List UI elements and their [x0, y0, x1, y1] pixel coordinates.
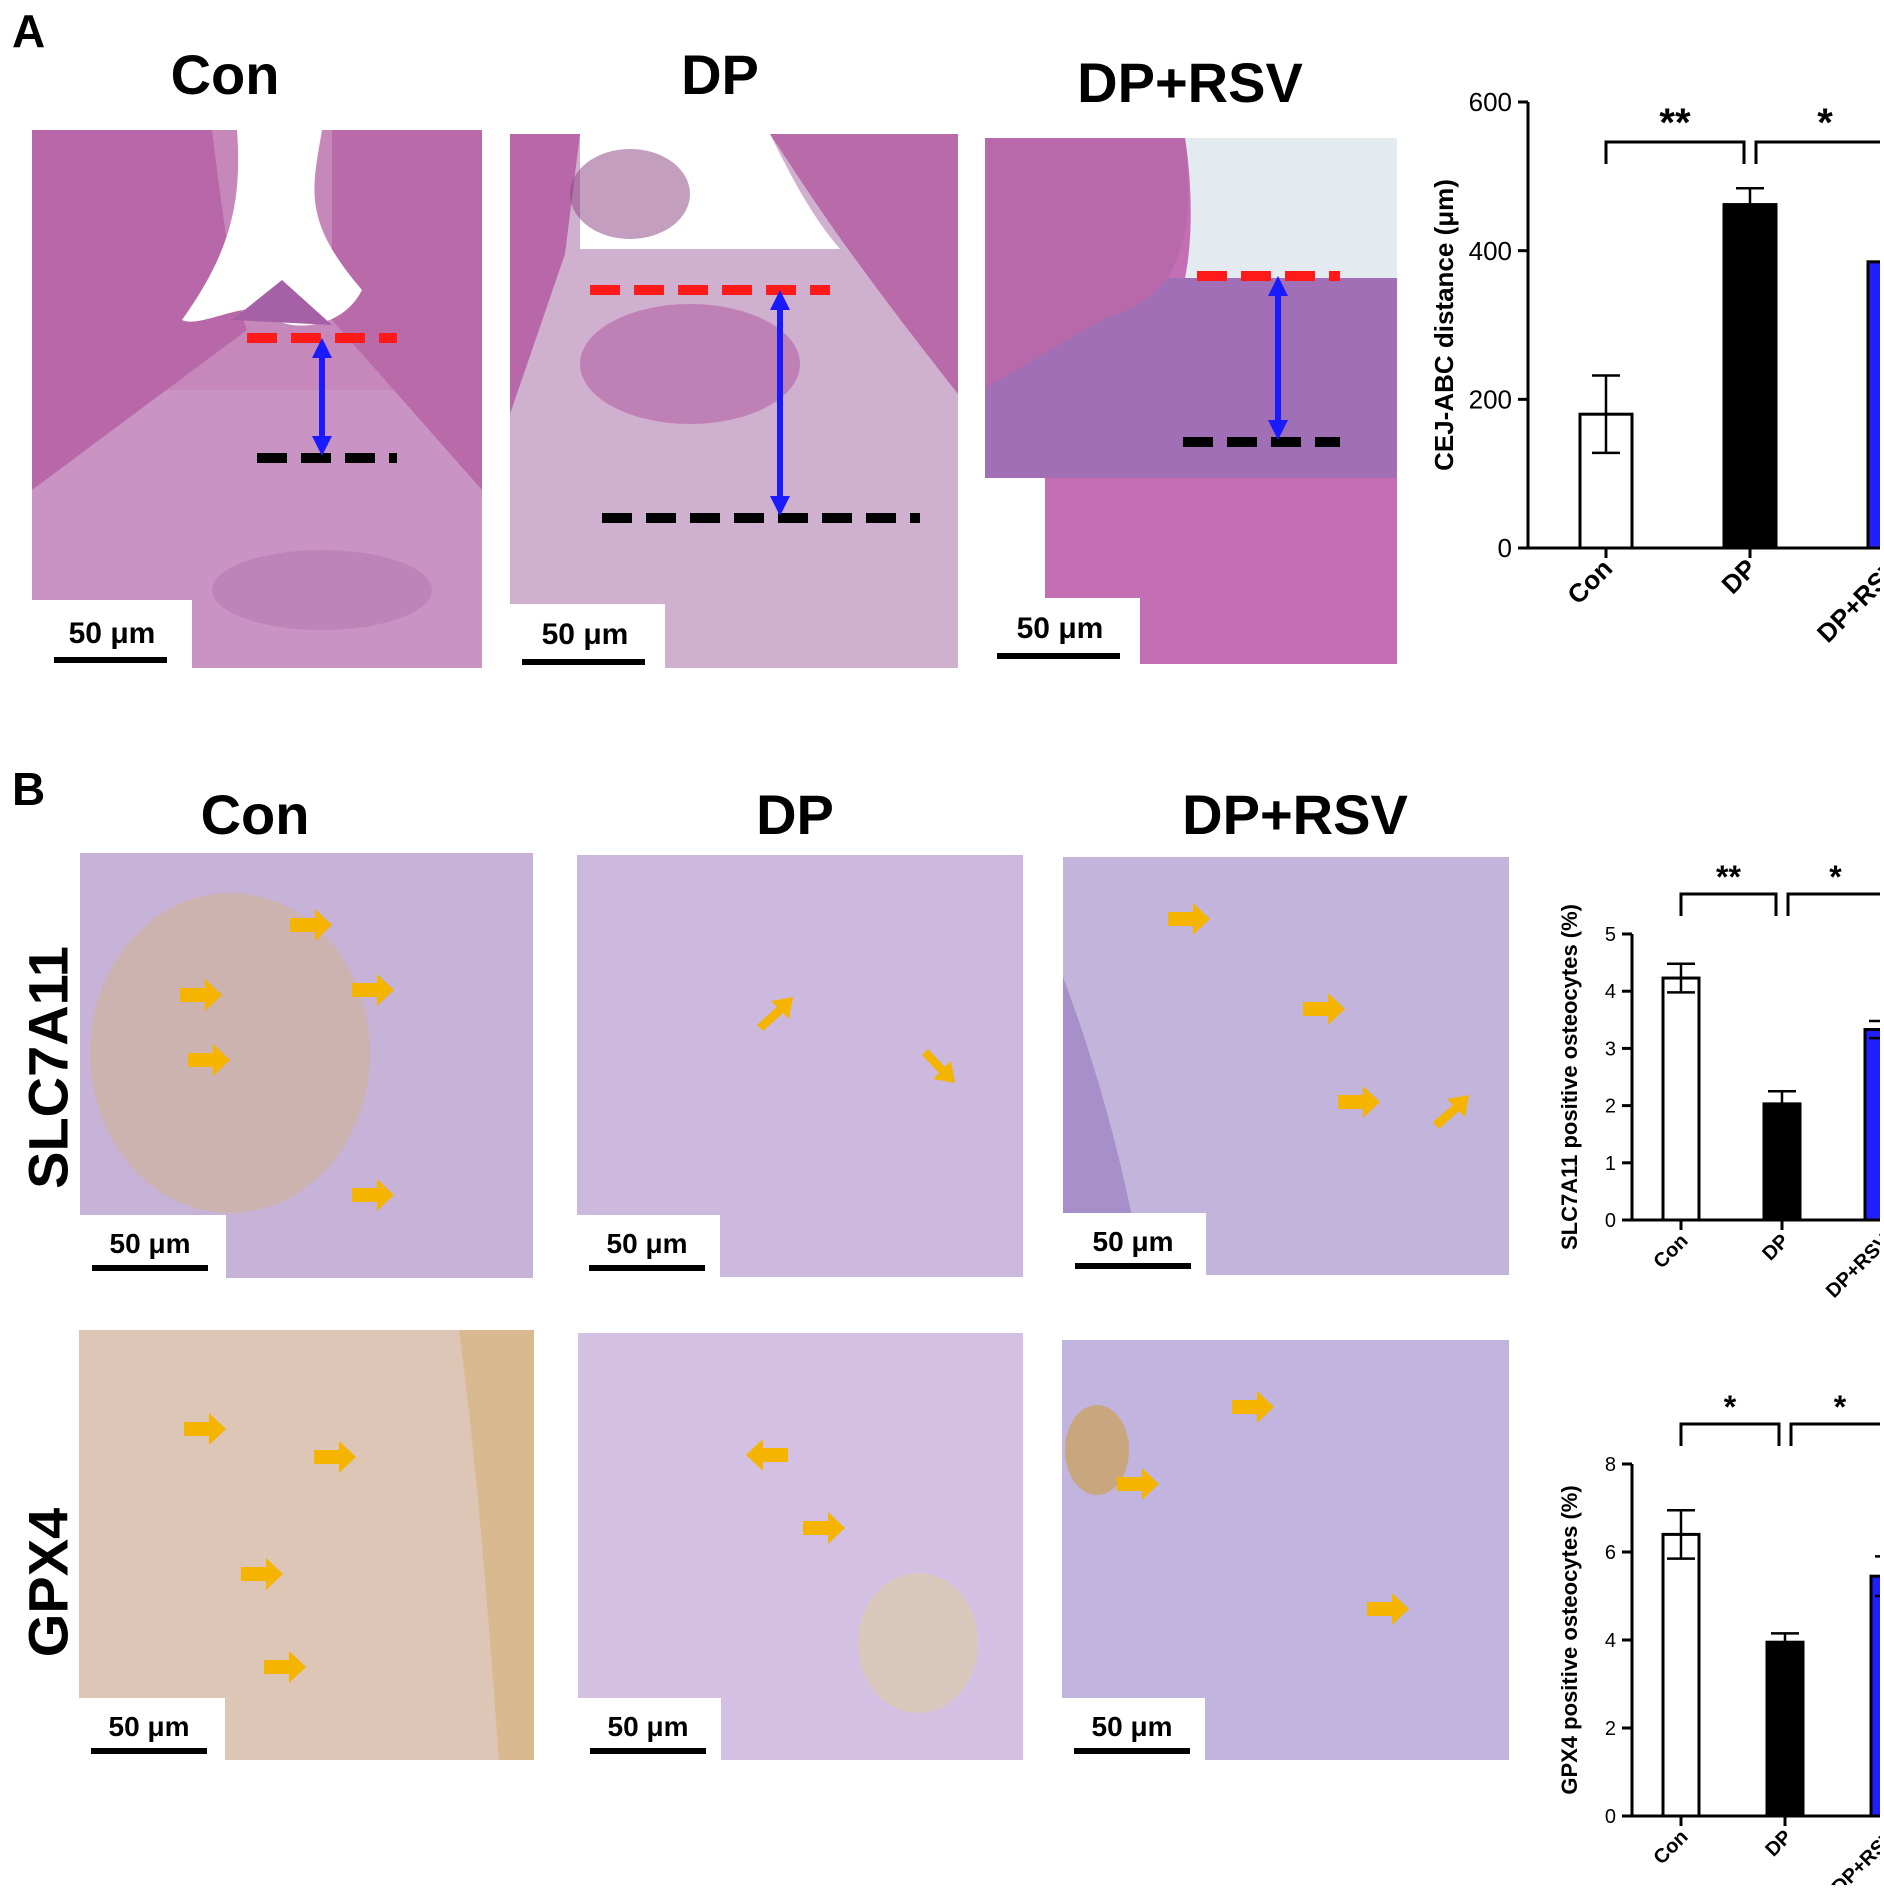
ihc-gpx4-con: 50 μm [79, 1330, 534, 1760]
bar-con [1661, 1532, 1701, 1818]
x-tick-label: DP+RSV [1811, 553, 1880, 649]
scale-bar-label-b2-con: 50 μm [109, 1711, 190, 1742]
significance-label: * [1724, 1389, 1737, 1425]
y-axis-label: GPX4 positive osteocytes (%) [1557, 1485, 1582, 1794]
significance-label: * [1817, 101, 1833, 145]
bar-dp-rsv [1863, 1028, 1880, 1222]
scale-bar-label-b1-con: 50 μm [110, 1228, 191, 1259]
bar-dp [1762, 1102, 1802, 1222]
he-image-dp: 50 μm [510, 134, 958, 668]
scale-bar-label-b1-dprsv: 50 μm [1093, 1226, 1174, 1257]
y-tick-label: 3 [1605, 1038, 1616, 1060]
panel-b-title-dprsv: DP+RSV [1182, 783, 1408, 846]
chart-slc7a11: 0 1 2 3 4 5 SLC7A11 positive osteocytes (%) Con… [1557, 859, 1880, 1303]
significance-bracket [1604, 140, 1746, 164]
he-image-con: 50 μm [32, 130, 482, 668]
chart-cej-abc: 0 200 400 600 CEJ-ABC distance (μm) Con DP DP+R… [1429, 90, 1880, 649]
ihc-slc7a11-con: 50 μm [80, 853, 533, 1278]
significance-label: ** [1659, 101, 1691, 145]
panel-a-title-con: Con [170, 43, 280, 106]
scale-bar-label-a-con: 50 μm [69, 617, 156, 650]
y-tick-label: 400 [1469, 236, 1512, 266]
x-tick-label: DP [1761, 1826, 1796, 1861]
significance-bracket [1679, 892, 1778, 916]
bar-dp-rsv [1866, 260, 1880, 550]
significance-label: * [1829, 859, 1842, 895]
y-axis-label: SLC7A11 positive osteocytes (%) [1557, 904, 1582, 1250]
panel-b-title-con: Con [200, 783, 310, 846]
bar-dp [1765, 1640, 1805, 1818]
scale-bar-label-b2-dp: 50 μm [608, 1711, 689, 1742]
he-image-dprsv: 50 μm [985, 138, 1397, 664]
x-tick-label: DP [1758, 1230, 1793, 1265]
ihc-gpx4-dp: 50 μm [578, 1333, 1023, 1760]
chart-gpx4: 0 2 4 6 8 GPX4 positive osteocytes (%) Con DP DP… [1557, 1389, 1880, 1885]
y-tick-label: 200 [1469, 384, 1512, 414]
y-tick-label: 4 [1605, 981, 1616, 1003]
y-tick-label: 2 [1605, 1718, 1616, 1740]
x-tick-label: DP+RSV [1828, 1826, 1880, 1885]
bar-con [1661, 976, 1701, 1222]
y-tick-label: 8 [1605, 1454, 1616, 1476]
x-tick-label: DP+RSV [1822, 1230, 1880, 1303]
scale-bar-label-a-dprsv: 50 μm [1017, 612, 1104, 645]
x-tick-label: Con [1649, 1826, 1692, 1869]
x-tick-label: DP [1715, 553, 1762, 600]
row-label-slc7a11: SLC7A11 [16, 946, 80, 1189]
x-tick-label: Con [1649, 1230, 1692, 1273]
panel-b-title-dp: DP [756, 783, 834, 846]
panel-b-letter: B [12, 763, 46, 815]
x-tick-label: Con [1561, 553, 1618, 610]
panel-a-letter: A [12, 5, 46, 57]
y-tick-label: 600 [1469, 90, 1512, 117]
significance-bracket [1754, 140, 1880, 164]
bar-dp [1722, 203, 1778, 550]
y-tick-label: 0 [1605, 1210, 1616, 1232]
y-tick-label: 0 [1605, 1806, 1616, 1828]
panel-a-title-dp: DP [681, 43, 759, 106]
significance-label: * [1834, 1389, 1847, 1425]
scale-bar-label-b2-dprsv: 50 μm [1092, 1711, 1173, 1742]
scale-bar-label-b1-dp: 50 μm [607, 1228, 688, 1259]
y-tick-label: 4 [1605, 1630, 1616, 1652]
y-tick-label: 1 [1605, 1153, 1616, 1175]
significance-bracket [1789, 1422, 1880, 1446]
panel-a-title-dprsv: DP+RSV [1077, 51, 1303, 114]
ihc-gpx4-dprsv: 50 μm [1062, 1340, 1509, 1760]
y-tick-label: 6 [1605, 1542, 1616, 1564]
significance-bracket [1786, 892, 1880, 916]
significance-bracket [1679, 1422, 1781, 1446]
row-label-gpx4: GPX4 [16, 1507, 80, 1658]
y-axis-label: CEJ-ABC distance (μm) [1429, 179, 1459, 471]
scale-bar-label-a-dp: 50 μm [542, 618, 629, 651]
y-tick-label: 2 [1605, 1096, 1616, 1118]
significance-label: ** [1716, 859, 1741, 895]
y-tick-label: 0 [1498, 533, 1512, 563]
ihc-slc7a11-dprsv: 50 μm [1063, 857, 1509, 1275]
bar-dp-rsv [1869, 1574, 1880, 1818]
y-tick-label: 5 [1605, 924, 1616, 946]
ihc-slc7a11-dp: 50 μm [577, 855, 1023, 1277]
